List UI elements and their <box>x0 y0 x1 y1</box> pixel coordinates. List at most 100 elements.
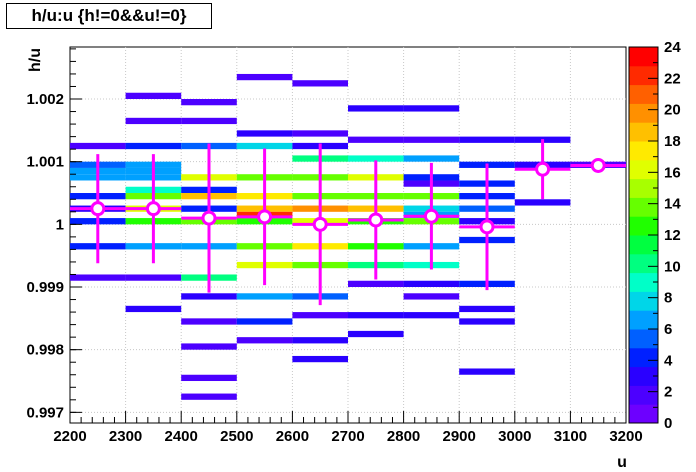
heatmap-cell <box>459 368 515 375</box>
profile-point <box>590 157 606 173</box>
palette-color-band <box>629 235 658 255</box>
axes: 2200 2300 2400 2500 2600 2700 2800 2900 3000 3100… <box>26 48 643 445</box>
palette-color-band <box>629 141 658 161</box>
x-tick-label: 2400 <box>165 428 198 445</box>
heatmap-cell <box>181 374 237 382</box>
heatmap-cell <box>403 136 460 143</box>
heatmap-cell <box>125 92 182 100</box>
heatmap-cell <box>348 155 404 162</box>
heatmap-cell <box>181 117 237 125</box>
heatmap-cell <box>459 318 515 325</box>
heatmap-cell <box>403 312 460 319</box>
palette-color-band <box>629 404 658 424</box>
heatmap-cell <box>181 318 237 325</box>
profile-point <box>201 210 217 226</box>
palette-tick-label: 10 <box>664 258 681 275</box>
palette-color-band <box>629 197 658 217</box>
heatmap-cell <box>125 305 182 313</box>
y-tick-label: 0.999 <box>26 279 64 296</box>
heatmap-cell <box>236 130 293 137</box>
heatmap-cell <box>403 293 460 300</box>
y-tick-label: 0.998 <box>26 342 64 359</box>
x-tick-label: 2200 <box>53 428 86 445</box>
profile-point <box>479 219 495 235</box>
x-tick-label: 2600 <box>276 428 309 445</box>
palette-tick-label: 18 <box>664 133 681 150</box>
palette-tick-label: 20 <box>664 102 681 119</box>
x-tick-label: 2800 <box>387 428 420 445</box>
heatmap-cell <box>125 142 182 150</box>
heatmap-cell <box>181 99 237 106</box>
palette-tick-label: 22 <box>664 70 681 87</box>
palette-color-band <box>629 272 658 292</box>
palette-color-band <box>629 65 658 86</box>
heatmap-cell <box>236 142 293 150</box>
palette-tick-label: 12 <box>664 227 681 244</box>
heatmap-cell <box>348 136 404 143</box>
palette-tick-label: 0 <box>664 415 672 432</box>
x-tick-label: 3200 <box>609 428 642 445</box>
heatmap-cell <box>348 330 404 338</box>
heatmap-cell <box>459 305 515 313</box>
palette-color-band <box>629 310 658 330</box>
x-tick-label: 2700 <box>331 428 364 445</box>
x-tick-label: 2900 <box>443 428 476 445</box>
heatmap-cell <box>292 337 348 344</box>
palette-color-band <box>629 329 658 349</box>
palette-color-band <box>629 103 658 123</box>
heatmap-cell <box>348 105 404 112</box>
palette-tick-label: 4 <box>664 352 673 369</box>
profile-point <box>90 201 106 217</box>
profile-series <box>70 139 626 306</box>
palette-color-band <box>629 122 658 142</box>
profile-point <box>535 161 551 177</box>
palette-color-band <box>629 253 658 274</box>
heatmap-cell <box>292 312 348 319</box>
palette-color-band <box>629 159 658 180</box>
heatmap-cell <box>403 280 460 288</box>
heatmap-cell <box>125 274 182 281</box>
x-tick-label: 2500 <box>220 428 253 445</box>
heatmap-cell <box>292 355 348 363</box>
palette-color-band <box>629 385 658 405</box>
heatmap-cell <box>348 312 404 319</box>
palette-color-band <box>629 47 658 67</box>
y-tick-label: 1.001 <box>26 154 64 171</box>
x-tick-label: 3000 <box>498 428 531 445</box>
y-tick-label: 1 <box>56 216 64 233</box>
y-tick-label: 1.002 <box>26 91 64 108</box>
palette-tick-label: 16 <box>664 164 681 181</box>
heatmap-cell <box>125 117 182 125</box>
y-axis-title: h/u <box>27 48 44 72</box>
palette-color-band <box>629 216 658 236</box>
heatmap-cell <box>459 136 515 143</box>
palette-tick-label: 24 <box>664 39 681 56</box>
heatmap-cell <box>70 142 126 150</box>
palette-tick-label: 2 <box>664 384 672 401</box>
heatmap-cell <box>236 73 293 81</box>
heatmap-cell <box>292 80 348 87</box>
palette-tick-label: 8 <box>664 290 672 307</box>
heatmap-cell <box>70 274 126 281</box>
profile-point <box>257 209 273 225</box>
palette-color-band <box>629 366 658 386</box>
profile-point <box>368 212 384 228</box>
y-tick-label: 0.997 <box>26 404 64 421</box>
heatmap-cell <box>403 105 460 112</box>
profile-point <box>423 208 439 224</box>
x-axis-title: u <box>617 454 627 471</box>
palette-tick-label: 6 <box>664 321 672 338</box>
palette-color-band <box>629 291 658 311</box>
heatmap-cell <box>292 130 348 137</box>
x-tick-label: 2300 <box>109 428 142 445</box>
palette-color-band <box>629 84 658 104</box>
heatmap-cell <box>236 293 293 300</box>
palette-color-band <box>629 347 658 368</box>
profile-point <box>312 216 328 232</box>
heatmap-cell <box>181 293 237 300</box>
heatmap-cell <box>181 393 237 400</box>
heatmap-cell <box>236 318 293 325</box>
palette-tick-label: 14 <box>664 196 681 213</box>
